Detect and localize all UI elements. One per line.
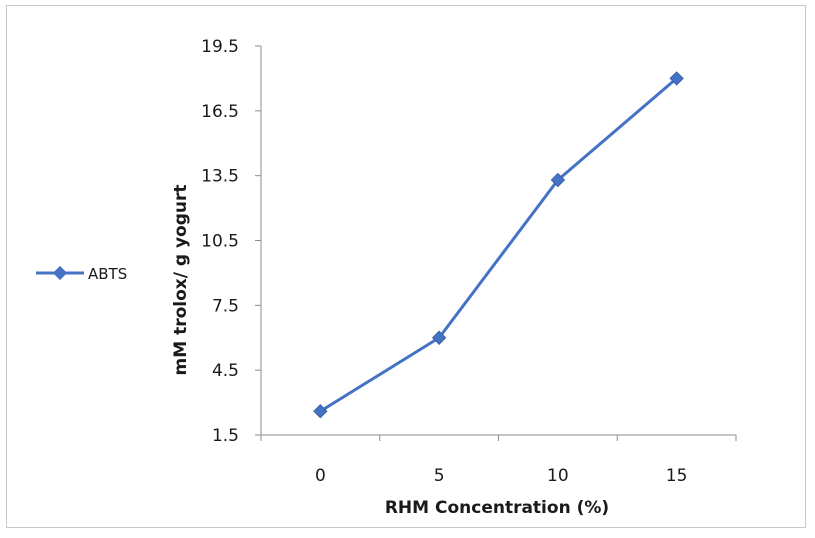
y-tick-label: 7.5 bbox=[212, 296, 239, 316]
y-axis-title: mM trolox/ g yogurt bbox=[171, 185, 191, 376]
y-tick-label: 13.5 bbox=[201, 167, 239, 187]
legend-label-abts: ABTS bbox=[88, 265, 127, 283]
x-tick-label: 0 bbox=[315, 466, 326, 486]
data-point-marker bbox=[431, 330, 447, 345]
x-axis-title: RHM Concentration (%) bbox=[385, 498, 609, 518]
chart-frame bbox=[6, 5, 806, 528]
data-point-marker bbox=[669, 71, 684, 86]
data-point-marker bbox=[550, 172, 566, 188]
series-line-abts bbox=[319, 77, 678, 413]
y-tick-label: 19.5 bbox=[201, 37, 239, 57]
x-tick-label: 10 bbox=[547, 466, 569, 486]
y-tick-label: 16.5 bbox=[201, 102, 239, 122]
legend-diamond-marker bbox=[52, 265, 68, 281]
y-axis: 1.5 4.5 7.5 10.5 13.5 16.5 19.5 bbox=[201, 37, 262, 446]
x-tick-label: 5 bbox=[434, 466, 445, 486]
x-axis: 0 5 10 15 bbox=[260, 434, 737, 486]
y-tick-label: 1.5 bbox=[212, 426, 239, 446]
series-layer bbox=[313, 71, 684, 419]
x-tick-label: 15 bbox=[666, 466, 688, 486]
y-tick-label: 4.5 bbox=[212, 361, 239, 381]
legend: ABTS bbox=[36, 265, 127, 283]
y-tick-label: 10.5 bbox=[201, 232, 239, 252]
data-point-marker bbox=[313, 404, 328, 419]
